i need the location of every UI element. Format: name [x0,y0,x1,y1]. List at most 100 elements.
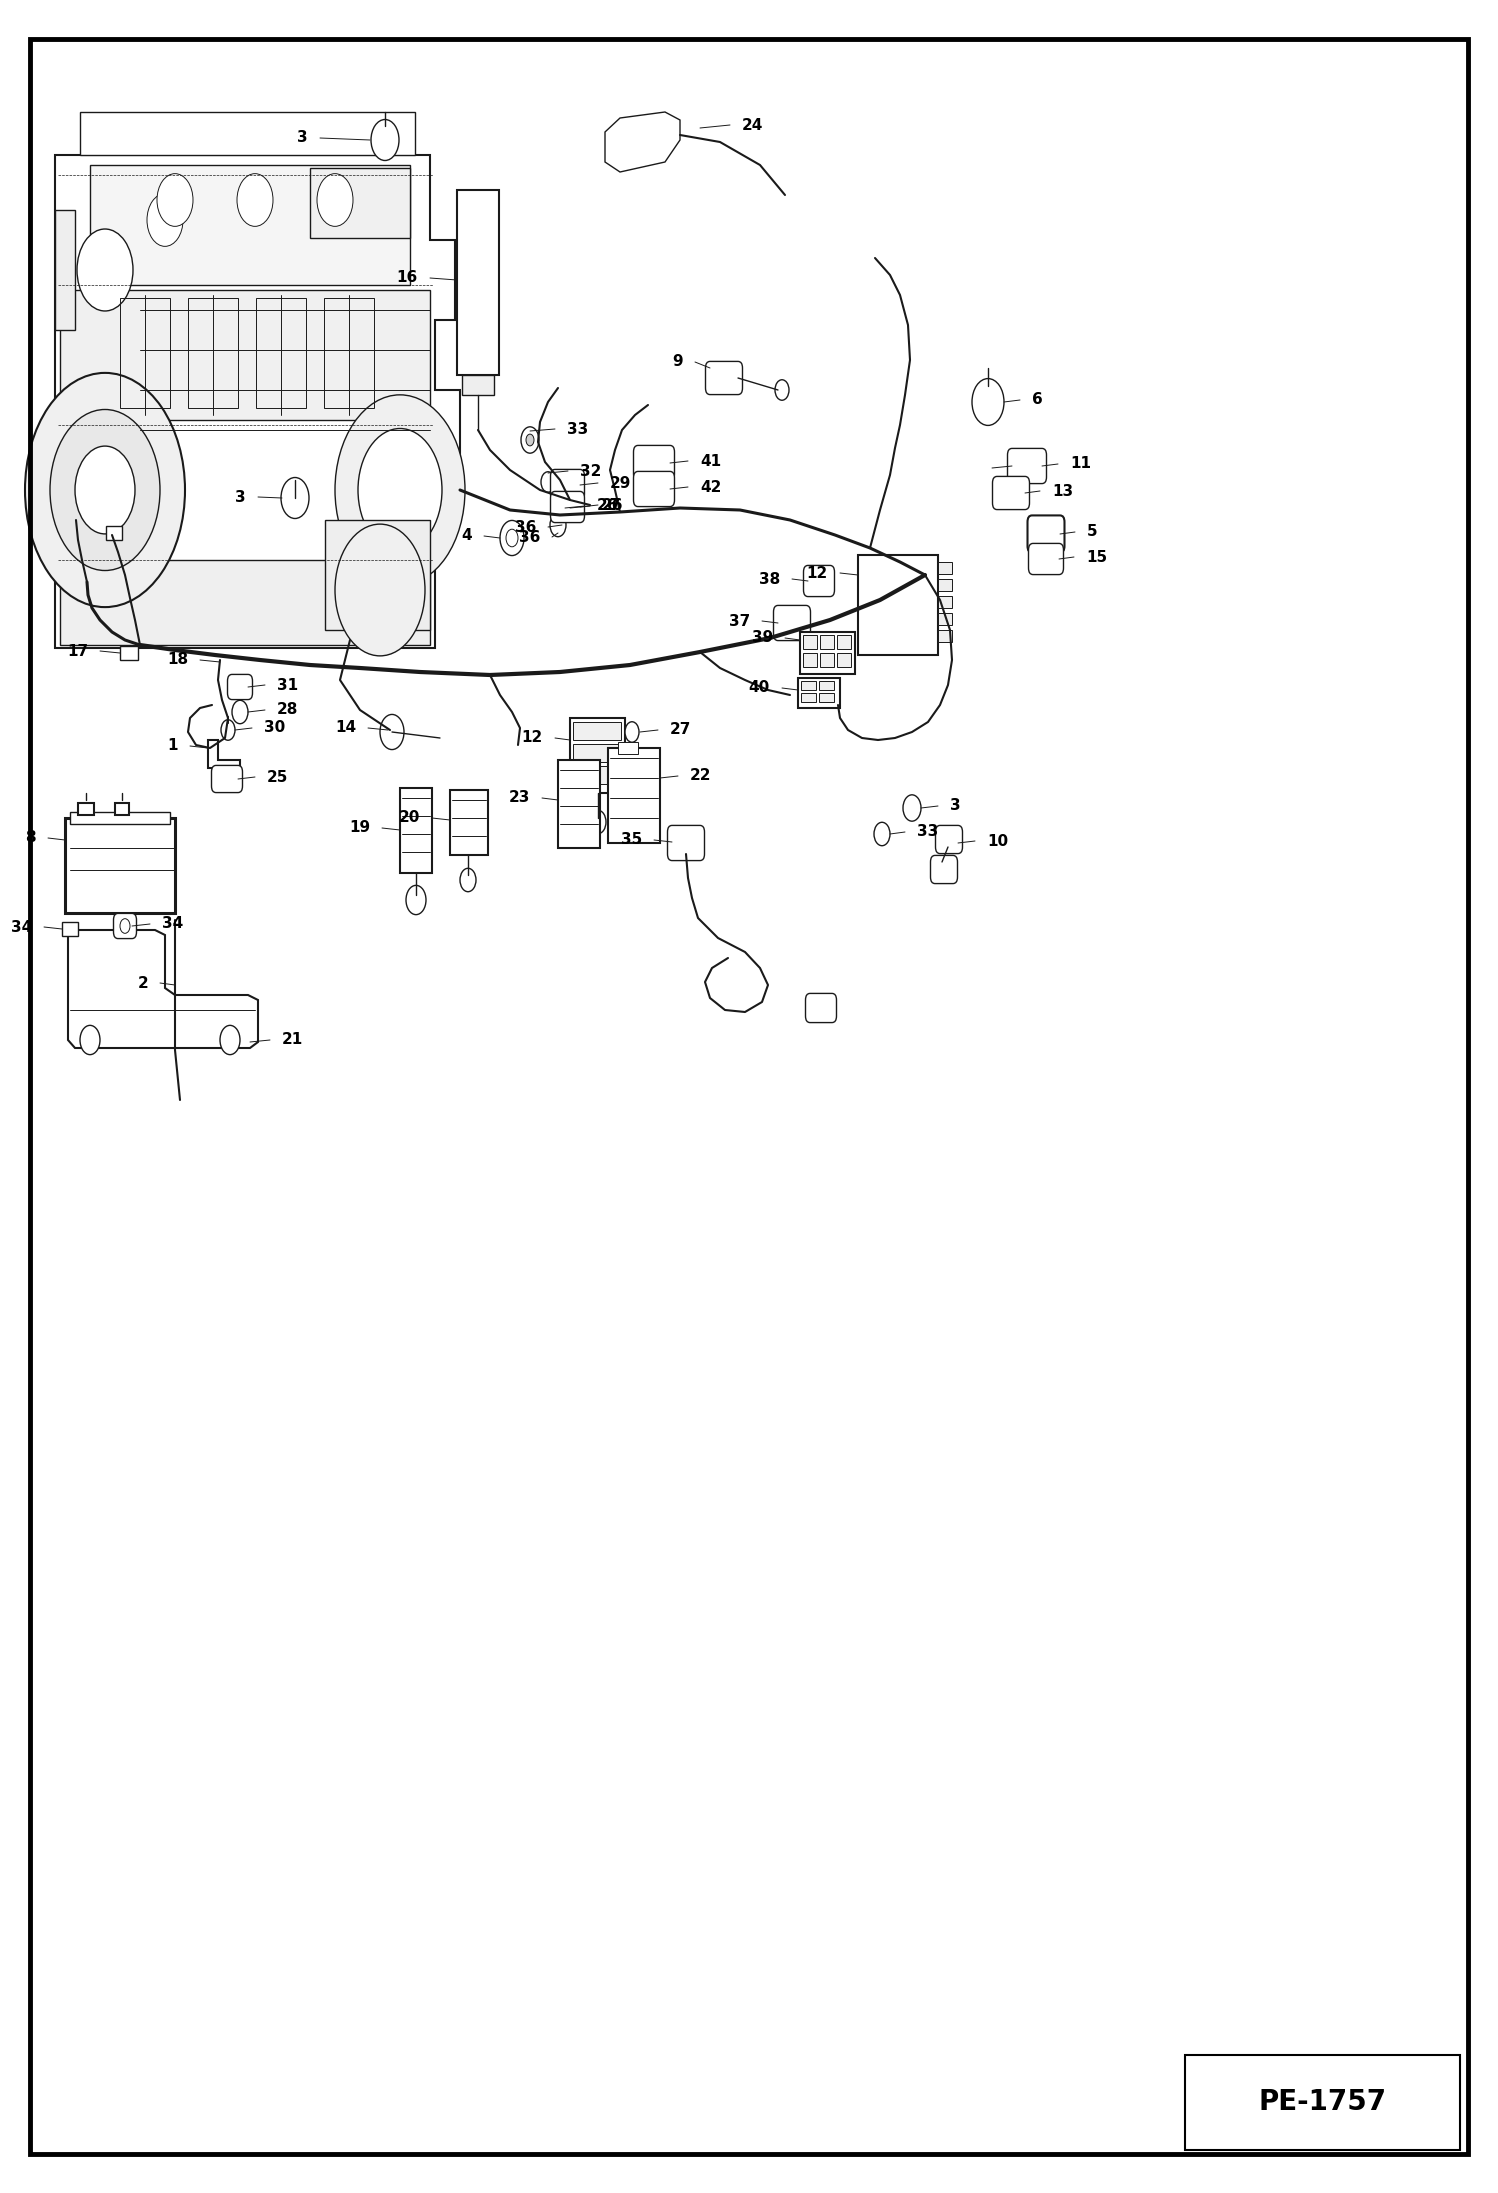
Text: 32: 32 [580,463,601,478]
Text: 36: 36 [518,529,539,544]
Polygon shape [208,739,240,768]
Circle shape [147,193,183,246]
Bar [801,682,816,691]
Bar [557,761,601,849]
FancyBboxPatch shape [993,476,1029,509]
FancyBboxPatch shape [550,469,584,500]
Circle shape [79,1026,100,1055]
Circle shape [75,445,135,533]
Text: PE-1757: PE-1757 [1258,2088,1387,2116]
Circle shape [336,395,464,586]
Circle shape [358,428,442,550]
Circle shape [526,434,533,445]
Bar [256,298,306,408]
Polygon shape [79,112,415,156]
Bar [78,803,94,816]
FancyBboxPatch shape [668,825,704,860]
Circle shape [25,373,184,607]
FancyBboxPatch shape [930,855,957,884]
Text: 38: 38 [759,572,780,586]
Text: 18: 18 [166,654,189,667]
Circle shape [460,868,476,893]
Bar [798,678,840,708]
Text: 19: 19 [349,820,370,836]
Text: 26: 26 [602,498,623,513]
Circle shape [625,721,640,741]
Text: 40: 40 [749,680,770,695]
Bar [120,647,138,660]
FancyBboxPatch shape [634,471,674,507]
Text: 35: 35 [620,833,643,846]
Bar [938,561,953,575]
FancyBboxPatch shape [1028,515,1065,553]
FancyBboxPatch shape [706,362,743,395]
Text: 16: 16 [397,270,418,285]
FancyBboxPatch shape [550,491,584,522]
Circle shape [406,886,425,914]
Bar [64,818,175,912]
FancyBboxPatch shape [936,825,963,853]
Circle shape [903,794,921,820]
Circle shape [232,700,249,724]
Circle shape [590,809,607,833]
Circle shape [220,1026,240,1055]
Bar [819,693,834,702]
FancyBboxPatch shape [1008,447,1047,485]
FancyBboxPatch shape [773,605,810,640]
Bar [457,191,499,375]
Bar [574,743,622,761]
Bar [115,803,129,816]
Circle shape [372,118,398,160]
Bar [938,596,953,607]
Bar [60,289,430,421]
Text: 34: 34 [10,919,31,934]
Text: 37: 37 [728,614,750,629]
Polygon shape [67,930,258,1048]
Text: 15: 15 [1086,550,1107,564]
Bar [325,520,430,629]
Text: 31: 31 [277,678,298,693]
Text: 4: 4 [461,529,472,544]
Circle shape [554,500,565,515]
Bar [55,211,75,329]
Text: 39: 39 [752,632,773,645]
Bar [803,636,816,649]
Bar [1185,2055,1461,2149]
Text: 10: 10 [987,833,1008,849]
Circle shape [506,529,518,546]
Bar [619,741,638,754]
Text: 33: 33 [917,825,938,840]
Bar [837,654,851,667]
Text: 28: 28 [277,702,298,717]
Text: 6: 6 [1032,393,1043,408]
Text: 27: 27 [670,721,692,737]
Text: 3: 3 [235,489,246,504]
Circle shape [282,478,309,518]
Text: 1: 1 [168,739,178,754]
Bar [120,298,169,408]
Bar [608,748,661,842]
Circle shape [120,919,130,934]
Circle shape [380,715,404,750]
Circle shape [222,719,235,741]
Text: 22: 22 [691,768,712,783]
Text: 20: 20 [398,811,419,825]
Bar [574,765,622,785]
Bar [106,526,121,539]
Bar [938,629,953,643]
Text: 8: 8 [25,831,36,846]
Circle shape [774,379,789,401]
Text: 14: 14 [336,721,357,735]
Bar [461,375,494,395]
Circle shape [318,173,354,226]
Circle shape [972,379,1004,425]
Text: 21: 21 [282,1033,303,1048]
Text: 24: 24 [742,118,764,132]
FancyBboxPatch shape [803,566,834,596]
FancyBboxPatch shape [806,993,836,1022]
Bar [400,787,431,873]
Bar [324,298,374,408]
Text: 12: 12 [807,566,828,581]
Text: 3: 3 [950,798,960,814]
Text: 34: 34 [162,917,183,932]
